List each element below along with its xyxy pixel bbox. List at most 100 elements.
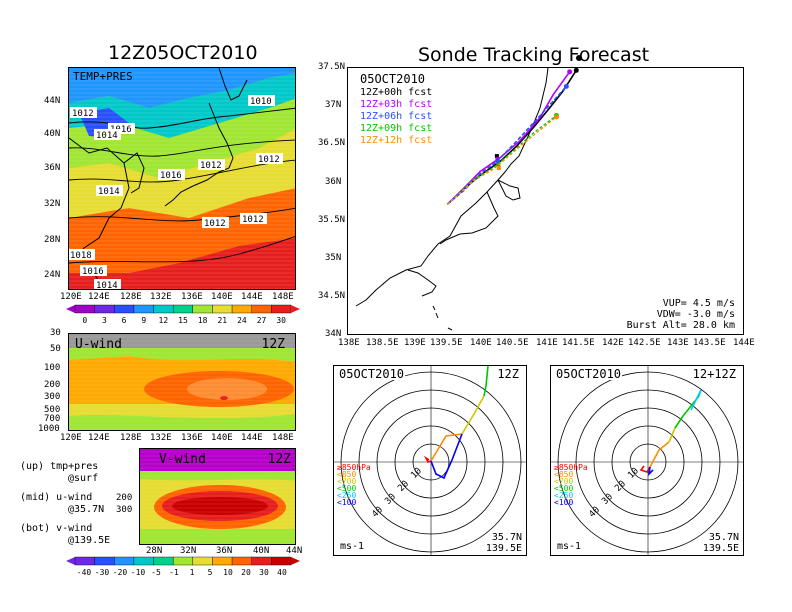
p-tick: 50: [50, 344, 61, 354]
wind-colorbar-swatch: [271, 556, 292, 566]
p-tick: 200: [116, 493, 133, 503]
lat-tick: 36N: [44, 163, 61, 173]
coastline: [355, 68, 549, 307]
hodo1-units: ms-1: [340, 541, 365, 552]
lat-tick: 32N: [44, 199, 61, 209]
wind-colorbar-svg: -40 -30 -20 -10 -5 -1 1 5 10 20 30 40: [66, 556, 300, 577]
wind-colorbar-tick: 10: [223, 568, 233, 577]
hodo-ring-label: 10: [409, 466, 424, 481]
hodo1-lon: 139.5E: [485, 543, 522, 554]
lon-tick: 138.5E: [366, 338, 399, 348]
temp-colorbar-swatch: [153, 304, 174, 314]
isobar-label: 1010: [250, 97, 272, 107]
temp-colorbar-tick: 24: [237, 316, 247, 325]
lon-tick: 132E: [150, 292, 172, 302]
wind-colorbar-swatch: [251, 556, 272, 566]
hodo-trace: [639, 465, 651, 473]
temp-colorbar-end: [291, 305, 300, 313]
temp-band: [69, 183, 295, 273]
trajectory-end-4: [553, 114, 559, 120]
lon-tick: 140E: [211, 433, 233, 443]
temp-colorbar-swatch: [74, 304, 95, 314]
wind-colorbar-tick: 5: [208, 568, 213, 577]
isobar-label: 1012: [204, 219, 226, 229]
temp-colorbar-swatch: [251, 304, 272, 314]
coastline: [447, 327, 453, 331]
lat-tick: 40N: [44, 129, 61, 139]
lat-tick: 36N: [325, 177, 342, 187]
lat-tick: 32N: [180, 546, 197, 556]
legend-up-level: @surf: [68, 473, 99, 484]
isobar-label-bg: [158, 169, 185, 180]
isobar: [69, 236, 295, 264]
p-tick: 500: [44, 405, 61, 415]
hodo-ring-label: 30: [600, 492, 615, 507]
trajectory-marker-1: [495, 157, 500, 162]
legend-mid-level: @35.7N: [68, 504, 105, 515]
p-tick: 30: [50, 328, 61, 338]
trajectory-end-2: [563, 83, 569, 89]
uwind-field-svg: [69, 334, 295, 430]
hodo-ring-label: 20: [396, 479, 411, 494]
hodo-ring-label: 20: [613, 479, 628, 494]
temp-colorbar-swatch: [231, 304, 252, 314]
tracking-title: Sonde Tracking Forecast: [418, 44, 650, 66]
map-field-label: TEMP+PRES: [73, 70, 133, 83]
hodo2-time: 12+12Z: [691, 367, 737, 381]
lat-tick: 35N: [325, 253, 342, 263]
wind-colorbar-swatch: [133, 556, 154, 566]
temp-colorbar: 0 3 6 9 12 15 18 21 24 27 30: [66, 304, 300, 325]
coastline: [123, 152, 145, 194]
hodo-trace: [423, 455, 432, 463]
vwind-band: [140, 449, 295, 471]
fcst-12h: 12Z+12h fcst: [360, 135, 433, 146]
p-legend-item: <700: [554, 477, 574, 486]
p-tick: 300: [44, 392, 61, 402]
temp-colorbar-tick: 3: [102, 316, 107, 325]
hodo-ring-label: 40: [587, 505, 602, 520]
lon-tick: 142.5E: [628, 338, 661, 348]
lat-tick: 28N: [146, 546, 163, 556]
vup-readout: VUP= 4.5 m/s: [662, 298, 735, 309]
coastline: [439, 191, 499, 245]
hodo-ring-label: 10: [626, 466, 641, 481]
title-dot: [576, 55, 582, 61]
vwind-band: [140, 529, 295, 544]
lat-tick: 24N: [44, 270, 61, 280]
wind-colorbar-swatch: [192, 556, 213, 566]
wind-colorbar-end: [66, 557, 75, 565]
lon-tick: 139.5E: [430, 338, 463, 348]
lon-tick: 140E: [470, 338, 492, 348]
temp-band: [69, 98, 295, 178]
trajectory-0: [446, 69, 577, 205]
lat-tick: 36N: [216, 546, 233, 556]
isobar: [69, 207, 295, 222]
lat-tick: 37N: [325, 100, 342, 110]
lon-tick: 148E: [272, 292, 294, 302]
lat-tick: 35.5N: [318, 215, 346, 225]
vwind-panel: V-wind 12Z: [139, 448, 296, 545]
temp-colorbar-swatch: [212, 304, 233, 314]
lat-tick: 34N: [325, 329, 342, 339]
lon-tick: 140E: [211, 292, 233, 302]
isobar-label: 1012: [258, 155, 280, 165]
isobar-label-bg: [248, 95, 275, 106]
hodo2-lat: 35.7N: [708, 532, 739, 543]
hodo-trace: [461, 395, 485, 435]
trajectory-4: [446, 116, 557, 205]
tracking-date: 05OCT2010: [360, 72, 426, 86]
p-legend-item: <850: [337, 470, 357, 479]
isobar-label: 1016: [82, 267, 104, 277]
uwind-band: [69, 414, 295, 430]
legend-bot: (bot) v-wind: [20, 523, 93, 534]
temp-field-svg: 1010 1012 1016 1014 1012 1012 1016 1014 1012 1012…: [69, 68, 295, 289]
temp-colorbar-swatch: [172, 304, 194, 314]
uwind-band: [69, 334, 295, 348]
map-title: 12Z05OCT2010: [108, 42, 258, 64]
hodo-trace: [483, 366, 489, 397]
temp-colorbar-svg: 0 3 6 9 12 15 18 21 24 27 30: [66, 304, 300, 325]
uwind-band: [220, 396, 228, 400]
temp-colorbar-swatch: [192, 304, 213, 314]
isobar-label-bg: [198, 159, 225, 170]
